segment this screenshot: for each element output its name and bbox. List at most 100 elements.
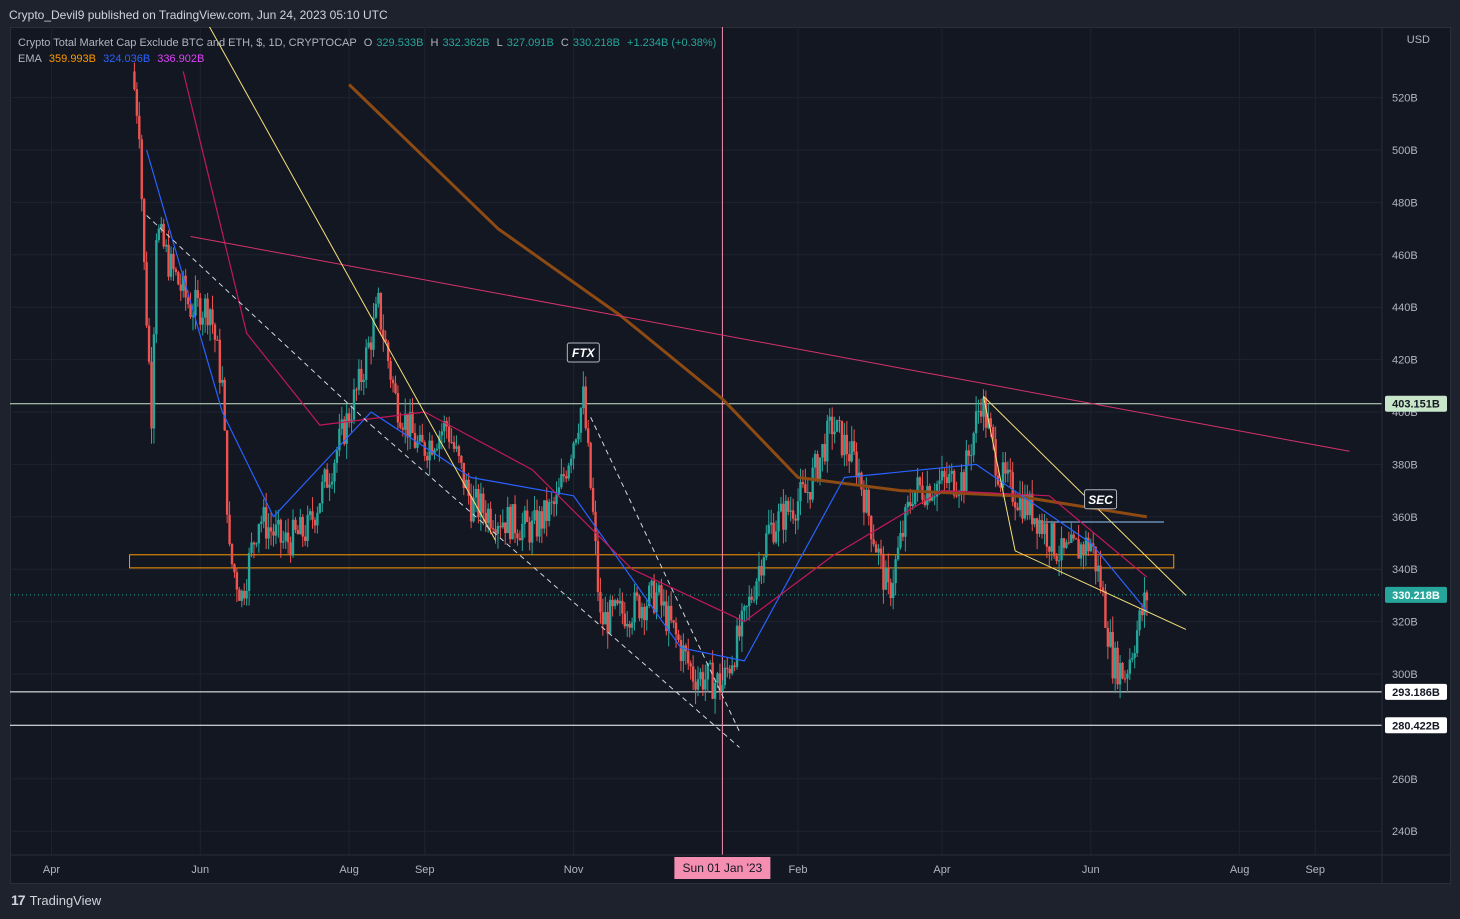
support1-price-tag: 293.186B <box>1385 683 1447 700</box>
candle-body <box>679 640 683 661</box>
candle-body <box>838 420 841 422</box>
candle-body <box>142 199 146 263</box>
candle-body <box>911 504 914 506</box>
candle-body <box>338 428 341 451</box>
trend-layer <box>146 27 1350 748</box>
candle-body <box>935 483 939 497</box>
candle-body <box>774 531 778 543</box>
candle-body <box>182 275 185 291</box>
candle-body <box>1089 543 1092 552</box>
candle-body <box>496 526 500 534</box>
candle-body <box>823 444 827 462</box>
candle-body <box>926 486 929 506</box>
candle-body <box>821 444 824 458</box>
candle-body <box>801 482 805 485</box>
candle-body <box>377 292 380 304</box>
candle-body <box>730 665 734 674</box>
support1-price-tag-box <box>1385 683 1447 700</box>
candle-body <box>221 379 224 383</box>
candle-body <box>591 487 595 512</box>
candle-body <box>1001 462 1005 488</box>
candle-body <box>545 500 548 521</box>
candle-body <box>157 228 161 241</box>
candle-body <box>777 511 780 532</box>
candle-body <box>489 508 492 529</box>
candle-body <box>1018 494 1022 511</box>
y-tick-label: 500B <box>1392 145 1418 157</box>
y-tick-label: 320B <box>1392 617 1418 629</box>
candle-body <box>1043 523 1046 534</box>
candle-body <box>1072 534 1075 539</box>
candle-body <box>1035 518 1039 534</box>
candle-body <box>186 297 190 305</box>
candle-body <box>386 342 390 361</box>
candle-body <box>1045 523 1049 547</box>
open-value: 329.533B <box>376 37 424 49</box>
price-chart[interactable]: 520B500B480B460B440B420B400B380B360B340B… <box>10 27 1451 884</box>
candle-body <box>416 441 419 448</box>
candle-body <box>233 564 236 573</box>
candle-body <box>1099 565 1102 588</box>
candle-body <box>511 504 514 540</box>
candle-body <box>689 663 692 667</box>
symbol-name[interactable]: Crypto Total Market Cap Exclude BTC and … <box>18 37 357 49</box>
candle-body <box>274 524 278 536</box>
candle-body <box>704 679 707 690</box>
candle-body <box>401 427 404 430</box>
candle-body <box>191 315 195 317</box>
candle-body <box>369 342 373 350</box>
candle-body <box>579 408 583 433</box>
ema-label[interactable]: EMA <box>18 53 42 65</box>
candle-body <box>584 386 587 429</box>
candle-body <box>765 533 768 558</box>
candle-body <box>809 492 812 500</box>
candle-body <box>421 434 424 443</box>
candle-body <box>1138 610 1141 631</box>
falling-wedge-lower <box>1014 550 1187 630</box>
candle-body <box>962 472 966 491</box>
falling-wedge-edge <box>982 396 1016 551</box>
candle-body <box>218 339 222 383</box>
candle-body <box>904 507 907 537</box>
candle-body <box>164 244 168 247</box>
candle-body <box>538 511 541 537</box>
candle-body <box>499 526 502 528</box>
currency-label[interactable]: USD <box>1406 34 1430 46</box>
candle-body <box>523 510 526 524</box>
candle-body <box>352 389 356 420</box>
candle-body <box>562 474 566 477</box>
x-tick-label: Apr <box>43 864 60 876</box>
candle-body <box>262 507 265 522</box>
candle-body <box>155 240 158 335</box>
candle-body <box>1048 546 1051 552</box>
candle-body <box>589 442 592 488</box>
candle-body <box>899 532 902 548</box>
candle-body <box>577 432 580 440</box>
candle-body <box>364 347 368 380</box>
candle-body <box>362 379 365 383</box>
candle-body <box>804 484 807 493</box>
candle-body <box>1082 544 1085 555</box>
candle-body <box>240 590 243 601</box>
candle-body <box>733 665 736 667</box>
resistance-price-tag: 403.151B <box>1385 395 1447 412</box>
candle-body <box>430 440 434 455</box>
candle-body <box>199 298 202 325</box>
candle-body <box>696 679 700 690</box>
candle-body <box>230 543 234 565</box>
candle-body <box>657 585 661 593</box>
candle-body <box>425 455 429 461</box>
candle-body <box>565 476 568 479</box>
candle-body <box>518 538 522 541</box>
candle-body <box>887 567 890 583</box>
ftx-annotation-box <box>566 342 600 363</box>
tradingview-brand[interactable]: 17 TradingView <box>11 892 101 908</box>
candle-body <box>345 413 348 444</box>
candle-body <box>916 477 919 491</box>
candle-body <box>799 482 802 502</box>
candle-body <box>1145 592 1149 601</box>
candle-body <box>250 542 253 553</box>
candle-body <box>194 290 197 316</box>
candle-body <box>477 488 480 518</box>
candle-body <box>650 580 653 586</box>
